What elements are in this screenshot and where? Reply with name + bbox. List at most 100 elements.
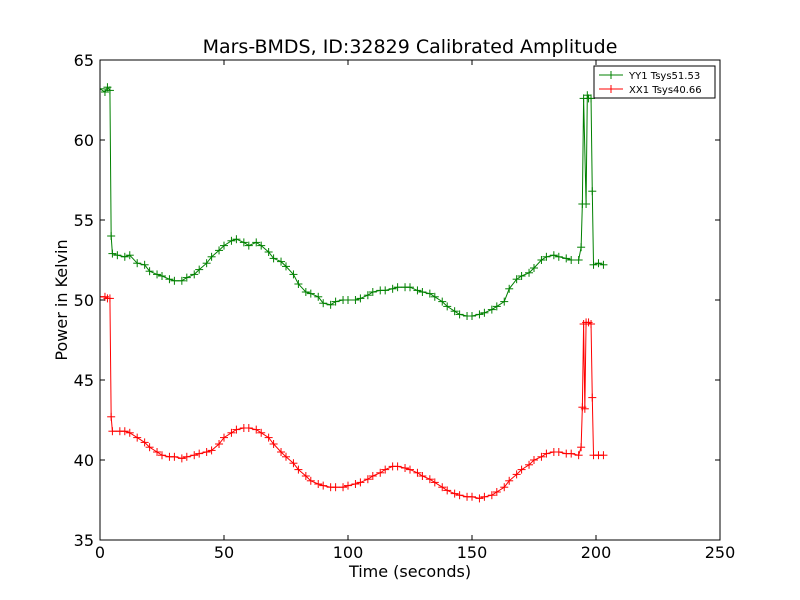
data-point — [195, 265, 204, 274]
data-point — [158, 272, 166, 280]
data-point — [264, 433, 273, 442]
data-point — [525, 268, 534, 277]
data-point — [530, 456, 538, 464]
data-point — [202, 448, 211, 456]
data-point — [542, 449, 551, 458]
data-point — [500, 297, 509, 306]
data-point — [537, 256, 546, 264]
legend-item: XX1 Tsys40.66 — [599, 85, 702, 96]
data-point — [227, 428, 236, 437]
data-point — [294, 280, 303, 288]
data-point — [344, 296, 352, 304]
data-point — [257, 428, 266, 437]
data-point — [306, 289, 315, 298]
data-point — [505, 284, 514, 293]
data-point — [356, 294, 365, 303]
data-point — [368, 472, 377, 480]
data-point — [177, 276, 186, 285]
data-point — [244, 424, 253, 432]
data-point — [269, 440, 278, 448]
series-xx1 — [100, 292, 608, 503]
data-point — [207, 252, 216, 261]
data-point — [165, 275, 174, 284]
data-point — [567, 256, 576, 264]
data-point — [554, 448, 563, 456]
data-point — [301, 472, 310, 480]
y-tick-label: 45 — [74, 371, 94, 390]
y-tick-label: 60 — [74, 131, 94, 150]
data-point — [468, 492, 476, 501]
y-tick-label: 65 — [74, 51, 94, 70]
data-point — [363, 291, 372, 300]
data-point — [480, 492, 489, 501]
data-point — [239, 238, 248, 247]
data-point — [512, 470, 521, 479]
data-point — [542, 252, 551, 261]
data-point — [252, 238, 261, 247]
data-point — [492, 488, 501, 496]
data-point — [100, 84, 104, 93]
y-tick-label: 50 — [74, 291, 94, 310]
data-point — [120, 252, 129, 261]
data-point — [554, 252, 563, 261]
legend-box — [593, 65, 716, 99]
data-point — [294, 465, 303, 474]
data-point — [220, 241, 228, 250]
data-point — [108, 249, 117, 258]
data-point — [430, 292, 439, 301]
data-point — [351, 296, 360, 304]
data-point — [401, 464, 410, 472]
data-point — [517, 272, 526, 280]
data-point — [177, 454, 186, 463]
data-point — [319, 299, 328, 308]
data-point — [158, 451, 166, 460]
data-point — [487, 305, 496, 314]
data-point — [430, 478, 439, 487]
data-point — [537, 452, 546, 461]
data-point — [257, 241, 266, 250]
data-point — [455, 491, 464, 500]
data-point — [562, 254, 571, 263]
data-point — [113, 251, 122, 260]
data-point — [583, 91, 592, 100]
data-point — [289, 270, 298, 279]
y-axis-title: Power in Kelvin — [52, 239, 71, 360]
data-point — [202, 259, 211, 268]
data-point — [277, 448, 286, 456]
data-point — [207, 446, 216, 455]
data-point — [574, 451, 583, 460]
data-point — [587, 320, 596, 328]
data-point — [244, 241, 253, 250]
data-point — [331, 297, 340, 306]
data-point — [418, 472, 427, 480]
data-point — [125, 251, 134, 260]
data-point — [438, 297, 447, 306]
data-point — [588, 393, 597, 402]
x-tick-label: 200 — [581, 543, 612, 562]
data-point — [232, 235, 241, 244]
data-point — [145, 443, 154, 452]
data-point — [418, 288, 427, 296]
data-point — [232, 425, 241, 434]
data-point — [413, 286, 422, 295]
data-point — [215, 440, 224, 448]
data-point — [577, 243, 586, 252]
legend-label: YY1 Tsys51.53 — [628, 71, 700, 82]
data-point — [314, 292, 323, 301]
data-point — [582, 200, 591, 208]
x-tick-label: 0 — [95, 543, 105, 562]
data-point — [125, 428, 134, 437]
data-point — [549, 251, 558, 260]
data-point — [314, 480, 323, 488]
data-point — [215, 246, 224, 255]
data-point — [388, 284, 397, 293]
y-axis: 35 40 45 50 55 60 65 — [74, 51, 720, 550]
data-point — [599, 451, 608, 460]
data-point — [269, 254, 278, 263]
data-point — [574, 256, 583, 264]
plot-area — [99, 59, 721, 541]
data-point — [170, 452, 179, 461]
series-layer — [100, 83, 608, 503]
data-point — [505, 476, 514, 485]
data-point — [406, 465, 414, 474]
